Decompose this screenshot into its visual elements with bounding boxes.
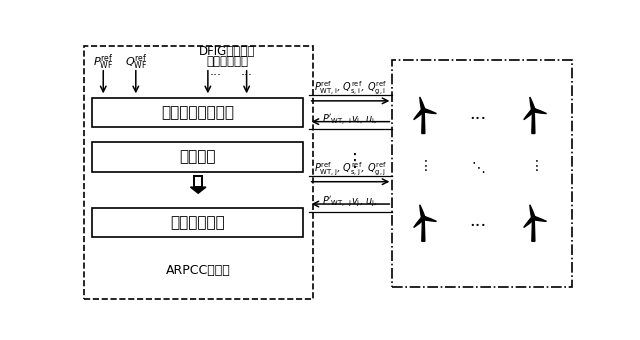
Bar <box>92 98 303 127</box>
Text: $P'_{\mathrm{WT,}}$ $_{\mathrm{i}}v_{\mathrm{i}}$, $u_{\mathrm{i}}$,: $P'_{\mathrm{WT,}}$ $_{\mathrm{i}}v_{\ma… <box>323 113 378 128</box>
Text: $\vdots$: $\vdots$ <box>344 151 356 170</box>
Text: 二次规划求解: 二次规划求解 <box>170 215 225 230</box>
Text: ...: ... <box>210 65 221 78</box>
Polygon shape <box>530 97 535 109</box>
Circle shape <box>532 216 535 220</box>
Polygon shape <box>413 218 424 227</box>
Polygon shape <box>534 217 547 221</box>
Text: $\ddots$: $\ddots$ <box>471 160 486 175</box>
Text: $P^{\mathrm{ref}}_{\mathrm{WT,i}}$, $Q^{\mathrm{ref}}_{\mathrm{s,i}}$, $Q^{\math: $P^{\mathrm{ref}}_{\mathrm{WT,i}}$, $Q^{… <box>314 80 387 97</box>
Polygon shape <box>413 109 424 120</box>
Bar <box>92 142 303 172</box>
Text: 线路电缆参数: 线路电缆参数 <box>206 55 248 68</box>
Text: ···: ··· <box>470 217 487 235</box>
Polygon shape <box>420 97 425 109</box>
Text: ...: ... <box>241 65 253 78</box>
Polygon shape <box>530 205 535 217</box>
Text: $P'_{\mathrm{WT,}}$ $_{\mathrm{j}}v_{\mathrm{j}}$, $u_{\mathrm{j}}$,: $P'_{\mathrm{WT,}}$ $_{\mathrm{j}}v_{\ma… <box>323 195 378 209</box>
Polygon shape <box>524 109 534 120</box>
Text: $Q^{\mathrm{ref}}_{\mathrm{WF}}$: $Q^{\mathrm{ref}}_{\mathrm{WF}}$ <box>125 52 147 72</box>
Polygon shape <box>191 187 206 193</box>
Text: 最优损耗目标函数: 最优损耗目标函数 <box>161 105 234 120</box>
Text: DFIG电机参数: DFIG电机参数 <box>199 46 255 58</box>
Text: 约束条件: 约束条件 <box>180 150 216 165</box>
Circle shape <box>532 108 535 112</box>
Text: ARPCC控制器: ARPCC控制器 <box>166 264 230 277</box>
Polygon shape <box>422 218 425 241</box>
Polygon shape <box>524 218 534 227</box>
Polygon shape <box>424 109 436 114</box>
Polygon shape <box>534 109 547 114</box>
Bar <box>392 60 572 287</box>
Polygon shape <box>422 110 425 134</box>
Text: $P^{\mathrm{ref}}_{\mathrm{WF}}$: $P^{\mathrm{ref}}_{\mathrm{WF}}$ <box>93 52 113 72</box>
Polygon shape <box>532 110 535 134</box>
Text: $\vdots$: $\vdots$ <box>419 158 428 173</box>
Bar <box>84 46 312 299</box>
Circle shape <box>422 108 425 112</box>
Bar <box>92 208 303 237</box>
Polygon shape <box>532 218 535 241</box>
Text: $\vdots$: $\vdots$ <box>529 158 538 173</box>
Polygon shape <box>424 217 436 221</box>
Polygon shape <box>420 205 425 217</box>
Text: ···: ··· <box>470 110 487 128</box>
Text: $P^{\mathrm{ref}}_{\mathrm{WT,j}}$, $Q^{\mathrm{ref}}_{\mathrm{s,j}}$, $Q^{\math: $P^{\mathrm{ref}}_{\mathrm{WT,j}}$, $Q^{… <box>314 160 387 178</box>
Circle shape <box>422 216 425 220</box>
